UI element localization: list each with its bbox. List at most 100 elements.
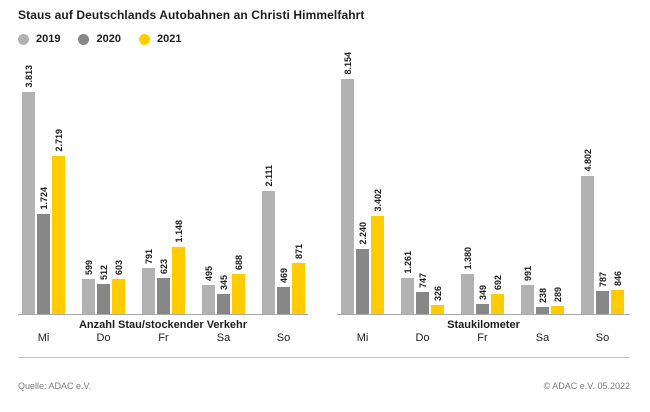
bar-2021-fr (172, 247, 185, 314)
legend-dot-2020 (78, 33, 90, 45)
bar-2021-sa (551, 306, 564, 314)
bar-2020-fr (476, 304, 489, 314)
bar-slot-2020-so: 469 (277, 60, 290, 314)
bar-value-label: 8.154 (342, 52, 353, 75)
bar-slot-2020-sa: 345 (217, 60, 230, 314)
footer-source: Quelle: ADAC e.V. (18, 381, 92, 391)
bar-value-label: 991 (522, 265, 533, 281)
bar-value-label: 1.380 (462, 247, 473, 270)
bar-slot-2020-fr: 623 (157, 60, 170, 314)
bar-slot-2021-sa: 688 (232, 60, 245, 314)
footer-copyright: © ADAC e.V. 05.2022 (543, 381, 630, 391)
bar-value-label: 1.148 (173, 220, 184, 243)
bar-slot-2019-do: 1.261 (401, 60, 414, 314)
bar-value-label: 2.111 (263, 165, 274, 187)
bar-value-label: 326 (432, 285, 443, 301)
plot-area-staukilometer: 8.154 2.240 3.402 1.261 747 326 1.380 349 692 991… (337, 52, 630, 315)
category-axis-anzahl: Mi Do Fr Sa So (18, 332, 308, 344)
bar-value-label: 599 (83, 259, 94, 275)
bar-slot-2021-mi: 3.402 (371, 60, 384, 314)
x-tick-sa: Sa (216, 332, 231, 344)
bar-slot-2019-sa: 991 (521, 60, 534, 314)
legend-label: 2020 (96, 33, 121, 45)
bar-2021-do (112, 279, 125, 314)
x-tick-mi: Mi (356, 332, 369, 344)
bar-group-do: 1.261 747 326 (401, 60, 444, 314)
bar-slot-2021-so: 871 (292, 60, 305, 314)
bar-slot-2019-fr: 791 (142, 60, 155, 314)
bar-2021-so (292, 263, 305, 314)
bar-2019-mi (22, 92, 35, 314)
bar-slot-2020-sa: 238 (536, 60, 549, 314)
bar-group-sa: 991 238 289 (521, 60, 564, 314)
bar-2019-mi (341, 79, 354, 314)
bar-value-label: 1.724 (38, 187, 49, 210)
bar-2021-sa (232, 274, 245, 314)
bar-value-label: 3.813 (23, 65, 34, 88)
chart-panel-staukilometer: 8.154 2.240 3.402 1.261 747 326 1.380 349 692 991… (337, 52, 630, 344)
bar-value-label: 238 (537, 287, 548, 303)
legend-label: 2019 (36, 33, 61, 45)
x-tick-do: Do (96, 332, 111, 344)
chart-panels: 3.813 1.724 2.719 599 512 603 791 623 1.148 495 34… (18, 52, 630, 344)
bar-2020-mi (37, 214, 50, 314)
bar-value-label: 787 (597, 271, 608, 287)
axis-title-anzahl: Anzahl Stau/stockender Verkehr (78, 319, 248, 331)
bar-2019-so (581, 176, 594, 314)
bar-value-label: 2.719 (53, 129, 64, 152)
bar-2021-so (611, 290, 624, 314)
bar-group-sa: 495 345 688 (202, 60, 245, 314)
bar-slot-2019-so: 4.802 (581, 60, 594, 314)
bar-slot-2020-do: 512 (97, 60, 110, 314)
bar-value-label: 469 (278, 267, 289, 283)
x-tick-fr: Fr (158, 332, 169, 344)
bar-value-label: 512 (98, 264, 109, 280)
bar-2019-do (82, 279, 95, 314)
bar-slot-2021-fr: 692 (491, 60, 504, 314)
x-tick-so: So (276, 332, 291, 344)
bar-slot-2021-do: 326 (431, 60, 444, 314)
bar-value-label: 4.802 (582, 149, 593, 172)
legend-item-2019: 2019 (18, 33, 60, 45)
bar-group-so: 2.111 469 871 (262, 60, 305, 314)
bar-2020-so (277, 287, 290, 314)
bar-2020-so (596, 291, 609, 314)
footer-divider (18, 357, 630, 358)
bar-value-label: 603 (113, 259, 124, 275)
bar-slot-2019-mi: 3.813 (22, 60, 35, 314)
bar-slot-2019-fr: 1.380 (461, 60, 474, 314)
bar-2020-fr (157, 278, 170, 314)
bar-2019-sa (521, 285, 534, 314)
x-tick-mi: Mi (37, 332, 50, 344)
bar-2020-do (416, 292, 429, 314)
bar-2021-do (431, 305, 444, 314)
bar-value-label: 692 (492, 274, 503, 290)
bar-value-label: 846 (612, 270, 623, 286)
bar-slot-2021-do: 603 (112, 60, 125, 314)
category-axis-staukilometer: Mi Do Fr Sa So (337, 332, 630, 344)
x-tick-fr: Fr (477, 332, 488, 344)
bar-group-mi: 8.154 2.240 3.402 (341, 52, 384, 314)
bar-value-label: 871 (293, 243, 304, 259)
bar-2020-do (97, 284, 110, 314)
bar-2020-sa (536, 307, 549, 314)
bar-slot-2021-fr: 1.148 (172, 60, 185, 314)
bar-value-label: 3.402 (372, 189, 383, 212)
bar-group-fr: 791 623 1.148 (142, 60, 185, 314)
x-tick-do: Do (415, 332, 430, 344)
bar-group-mi: 3.813 1.724 2.719 (22, 60, 65, 314)
bar-value-label: 289 (552, 286, 563, 302)
legend-dot-2021 (138, 33, 150, 45)
bar-slot-2020-fr: 349 (476, 60, 489, 314)
bar-value-label: 345 (218, 274, 229, 290)
axis-title-staukilometer: Staukilometer (447, 319, 520, 331)
x-tick-sa: Sa (535, 332, 550, 344)
bar-value-label: 623 (158, 258, 169, 274)
bar-2019-sa (202, 285, 215, 314)
bar-group-fr: 1.380 349 692 (461, 60, 504, 314)
bar-slot-2020-so: 787 (596, 60, 609, 314)
legend-dot-2019 (18, 33, 29, 45)
bar-2020-mi (356, 249, 369, 314)
bar-2021-mi (371, 216, 384, 314)
